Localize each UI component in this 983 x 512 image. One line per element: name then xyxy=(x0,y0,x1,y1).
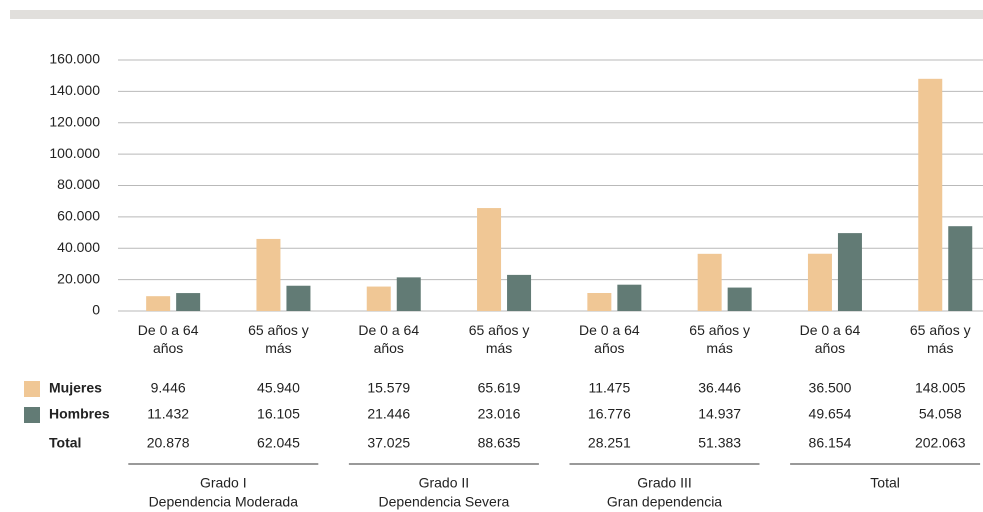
table-value: 9.446 xyxy=(151,380,186,396)
bar xyxy=(366,286,391,311)
group-title: Grado III xyxy=(637,475,691,491)
table-value: 49.654 xyxy=(809,406,852,422)
table-value: 88.635 xyxy=(478,435,521,451)
table-value: 148.005 xyxy=(915,380,966,396)
y-tick-label: 40.000 xyxy=(57,239,100,255)
x-tick-label: De 0 a 64 años xyxy=(137,322,199,356)
group-subtitle: Dependencia Severa xyxy=(379,494,510,510)
table-value: 16.776 xyxy=(588,406,631,422)
x-tick-label: De 0 a 64 años xyxy=(578,322,640,356)
table-value: 65.619 xyxy=(478,380,521,396)
y-tick-label: 60.000 xyxy=(57,208,100,224)
bar xyxy=(286,285,311,311)
table-value: 62.045 xyxy=(257,435,300,451)
table-value: 15.579 xyxy=(367,380,410,396)
table-value: 45.940 xyxy=(257,380,300,396)
table-value: 36.500 xyxy=(809,380,852,396)
table-value: 28.251 xyxy=(588,435,631,451)
bar xyxy=(176,293,201,311)
bar xyxy=(256,238,281,311)
table-value: 11.475 xyxy=(588,380,630,396)
y-tick-label: 140.000 xyxy=(49,82,100,98)
x-tick-label: De 0 a 64 años xyxy=(358,322,420,356)
table-value: 54.058 xyxy=(919,406,962,422)
bar xyxy=(697,253,722,311)
table-value: 86.154 xyxy=(809,435,852,451)
table-value: 16.105 xyxy=(257,406,300,422)
legend-swatch xyxy=(24,407,40,423)
y-tick-label: 100.000 xyxy=(49,145,100,161)
bar xyxy=(807,253,832,311)
bar xyxy=(918,78,943,311)
x-tick-label: 65 años y más xyxy=(248,322,309,356)
bar xyxy=(617,284,642,311)
bar xyxy=(727,287,752,311)
table-value: 14.937 xyxy=(698,406,741,422)
table-value: 23.016 xyxy=(478,406,521,422)
table-value: 202.063 xyxy=(915,435,966,451)
y-tick-label: 20.000 xyxy=(57,270,100,286)
x-tick-label: 65 años y más xyxy=(689,322,750,356)
table-value: 21.446 xyxy=(367,406,410,422)
group-title: Total xyxy=(870,475,900,491)
table-value: 20.878 xyxy=(147,435,190,451)
bar xyxy=(587,292,612,311)
bar xyxy=(948,226,973,311)
x-tick-label: 65 años y más xyxy=(468,322,530,356)
bar xyxy=(146,296,171,311)
bar xyxy=(837,233,862,311)
group-title: Grado II xyxy=(419,475,470,491)
group-title: Grado I xyxy=(200,475,247,491)
table-value: 11.432 xyxy=(147,406,189,422)
bar xyxy=(507,274,532,311)
y-tick-label: 80.000 xyxy=(57,176,100,192)
x-tick-label: De 0 a 64 años xyxy=(799,322,861,356)
x-tick-label: 65 años y más xyxy=(909,322,971,356)
table-value: 36.446 xyxy=(698,380,741,396)
legend-swatch xyxy=(24,381,40,397)
y-tick-label: 0 xyxy=(92,302,100,318)
bar xyxy=(477,208,502,311)
table-value: 37.025 xyxy=(367,435,410,451)
group-subtitle: Gran dependencia xyxy=(607,494,722,510)
row-label: Hombres xyxy=(49,406,110,422)
row-label: Mujeres xyxy=(49,380,102,396)
group-subtitle: Dependencia Moderada xyxy=(149,494,299,510)
table-value: 51.383 xyxy=(698,435,741,451)
row-label: Total xyxy=(49,435,81,451)
y-tick-label: 120.000 xyxy=(49,113,100,129)
bar xyxy=(396,277,421,311)
top-band xyxy=(10,10,983,19)
y-tick-label: 160.000 xyxy=(49,51,100,67)
